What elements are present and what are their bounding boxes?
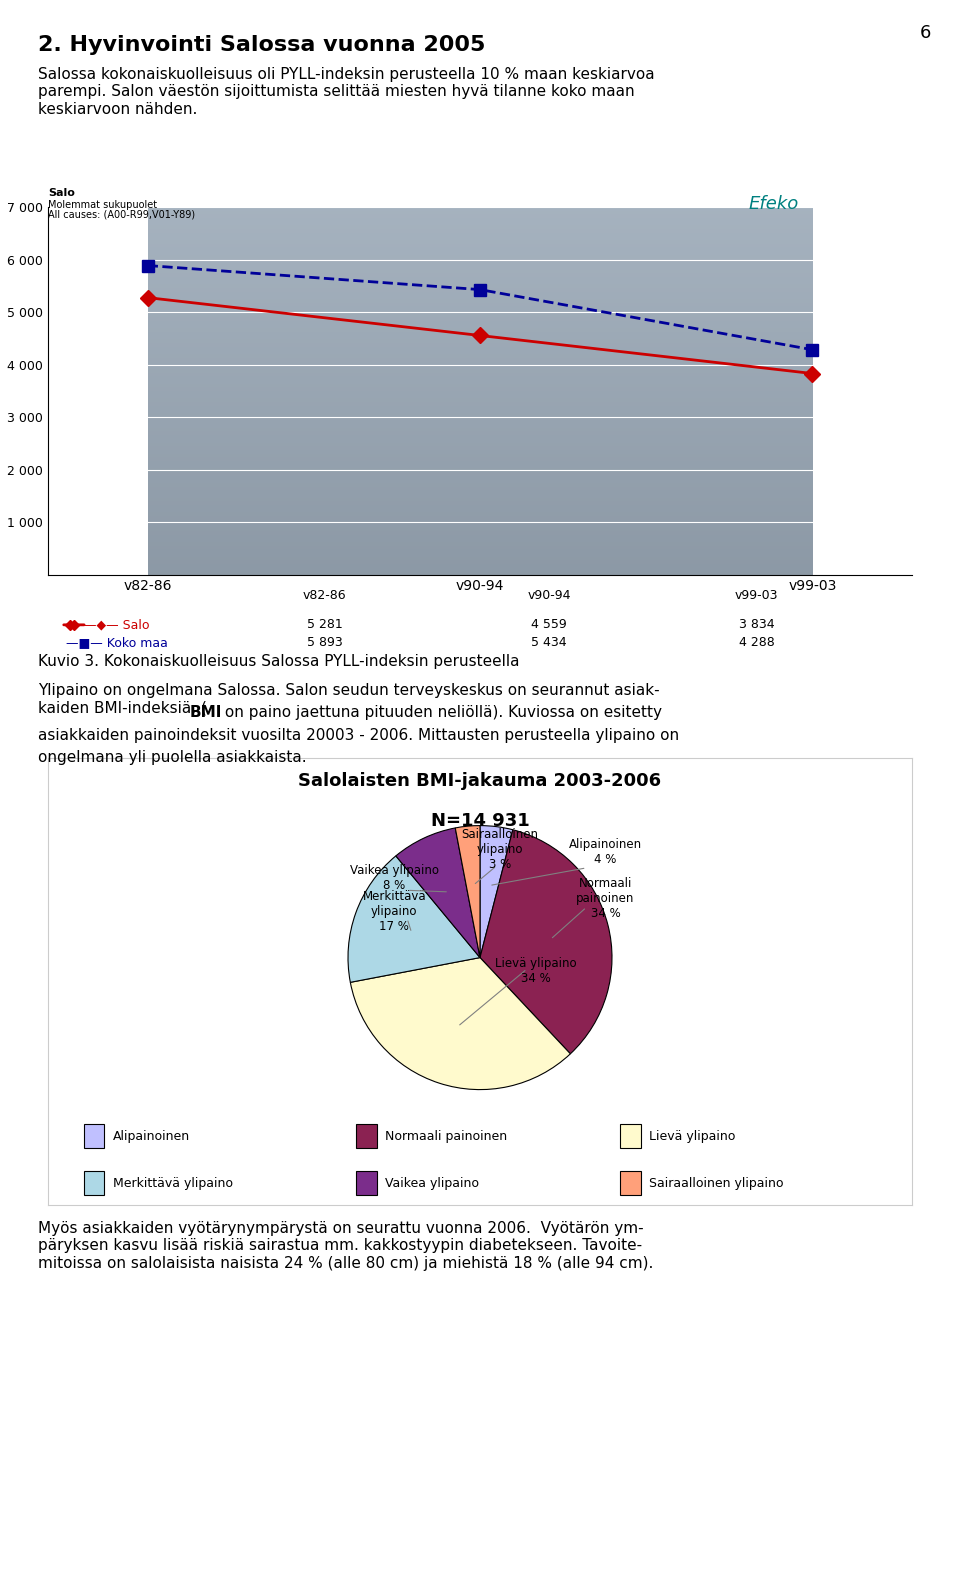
Text: on paino jaettuna pituuden neliöllä). Kuviossa on esitetty: on paino jaettuna pituuden neliöllä). Ku…: [220, 705, 661, 720]
Text: 5 281: 5 281: [306, 618, 343, 632]
Text: Lievä ylipaino
34 %: Lievä ylipaino 34 %: [494, 956, 576, 985]
Text: Alipainoinen
4 %: Alipainoinen 4 %: [569, 838, 642, 867]
Text: 3 834: 3 834: [738, 618, 775, 632]
Text: 4 288: 4 288: [738, 637, 775, 650]
Text: 5 893: 5 893: [306, 637, 343, 650]
Text: v90-94: v90-94: [527, 589, 571, 602]
Text: 6: 6: [920, 24, 931, 41]
FancyBboxPatch shape: [620, 1171, 641, 1195]
FancyBboxPatch shape: [620, 1124, 641, 1148]
Text: —■— Koko maa: —■— Koko maa: [66, 637, 168, 650]
Text: Sairaalloinen
ylipaino
3 %: Sairaalloinen ylipaino 3 %: [462, 828, 539, 871]
Text: Salo: Salo: [48, 188, 75, 198]
FancyBboxPatch shape: [356, 1171, 376, 1195]
Text: Sairaalloinen ylipaino: Sairaalloinen ylipaino: [649, 1178, 783, 1191]
FancyBboxPatch shape: [84, 1171, 105, 1195]
Text: v99-03: v99-03: [734, 589, 779, 602]
Text: 4 559: 4 559: [531, 618, 567, 632]
Text: 5 434: 5 434: [531, 637, 567, 650]
Text: Kuvio 3. Kokonaiskuolleisuus Salossa PYLL-indeksin perusteella: Kuvio 3. Kokonaiskuolleisuus Salossa PYL…: [38, 654, 520, 669]
Wedge shape: [348, 855, 480, 982]
Text: v82-86: v82-86: [302, 589, 347, 602]
FancyBboxPatch shape: [356, 1124, 376, 1148]
Wedge shape: [350, 958, 570, 1090]
Text: Vaikea ylipaino
8 %: Vaikea ylipaino 8 %: [349, 865, 439, 892]
Text: Ylipaino on ongelmana Salossa. Salon seudun terveyskeskus on seurannut asiak-
ka: Ylipaino on ongelmana Salossa. Salon seu…: [38, 683, 660, 715]
Text: Lievä ylipaino: Lievä ylipaino: [649, 1130, 735, 1143]
Text: Salossa kokonaiskuolleisuus oli PYLL-indeksin perusteella 10 % maan keskiarvoa
p: Salossa kokonaiskuolleisuus oli PYLL-ind…: [38, 67, 655, 117]
Text: ongelmana yli puolella asiakkaista.: ongelmana yli puolella asiakkaista.: [38, 750, 307, 764]
Text: Merkittävä
ylipaino
17 %: Merkittävä ylipaino 17 %: [362, 891, 426, 934]
Text: Salolaisten BMI-jakauma 2003-2006: Salolaisten BMI-jakauma 2003-2006: [299, 771, 661, 790]
Text: 2. Hyvinvointi Salossa vuonna 2005: 2. Hyvinvointi Salossa vuonna 2005: [38, 35, 486, 56]
Text: N=14 931: N=14 931: [431, 812, 529, 830]
Wedge shape: [480, 825, 513, 958]
Text: Alipainoinen: Alipainoinen: [112, 1130, 190, 1143]
Wedge shape: [480, 830, 612, 1053]
Text: Molemmat sukupuolet: Molemmat sukupuolet: [48, 200, 157, 209]
Text: All causes: (A00-R99,V01-Y89): All causes: (A00-R99,V01-Y89): [48, 209, 195, 219]
Text: —◆— Salo: —◆— Salo: [84, 618, 150, 632]
Text: Vaikea ylipaino: Vaikea ylipaino: [385, 1178, 479, 1191]
Text: Normaali painoinen: Normaali painoinen: [385, 1130, 507, 1143]
FancyBboxPatch shape: [84, 1124, 105, 1148]
Text: asiakkaiden painoindeksit vuosilta 20003 - 2006. Mittausten perusteella ylipaino: asiakkaiden painoindeksit vuosilta 20003…: [38, 728, 680, 742]
Wedge shape: [396, 828, 480, 958]
Text: BMI: BMI: [190, 705, 223, 720]
Text: Merkittävä ylipaino: Merkittävä ylipaino: [112, 1178, 232, 1191]
Text: Normaali
painoinen
34 %: Normaali painoinen 34 %: [576, 876, 635, 919]
Text: Myös asiakkaiden vyötärynympärystä on seurattu vuonna 2006.  Vyötärön ym-
päryks: Myös asiakkaiden vyötärynympärystä on se…: [38, 1221, 654, 1270]
Wedge shape: [455, 825, 480, 958]
Text: Efeko: Efeko: [749, 195, 799, 212]
